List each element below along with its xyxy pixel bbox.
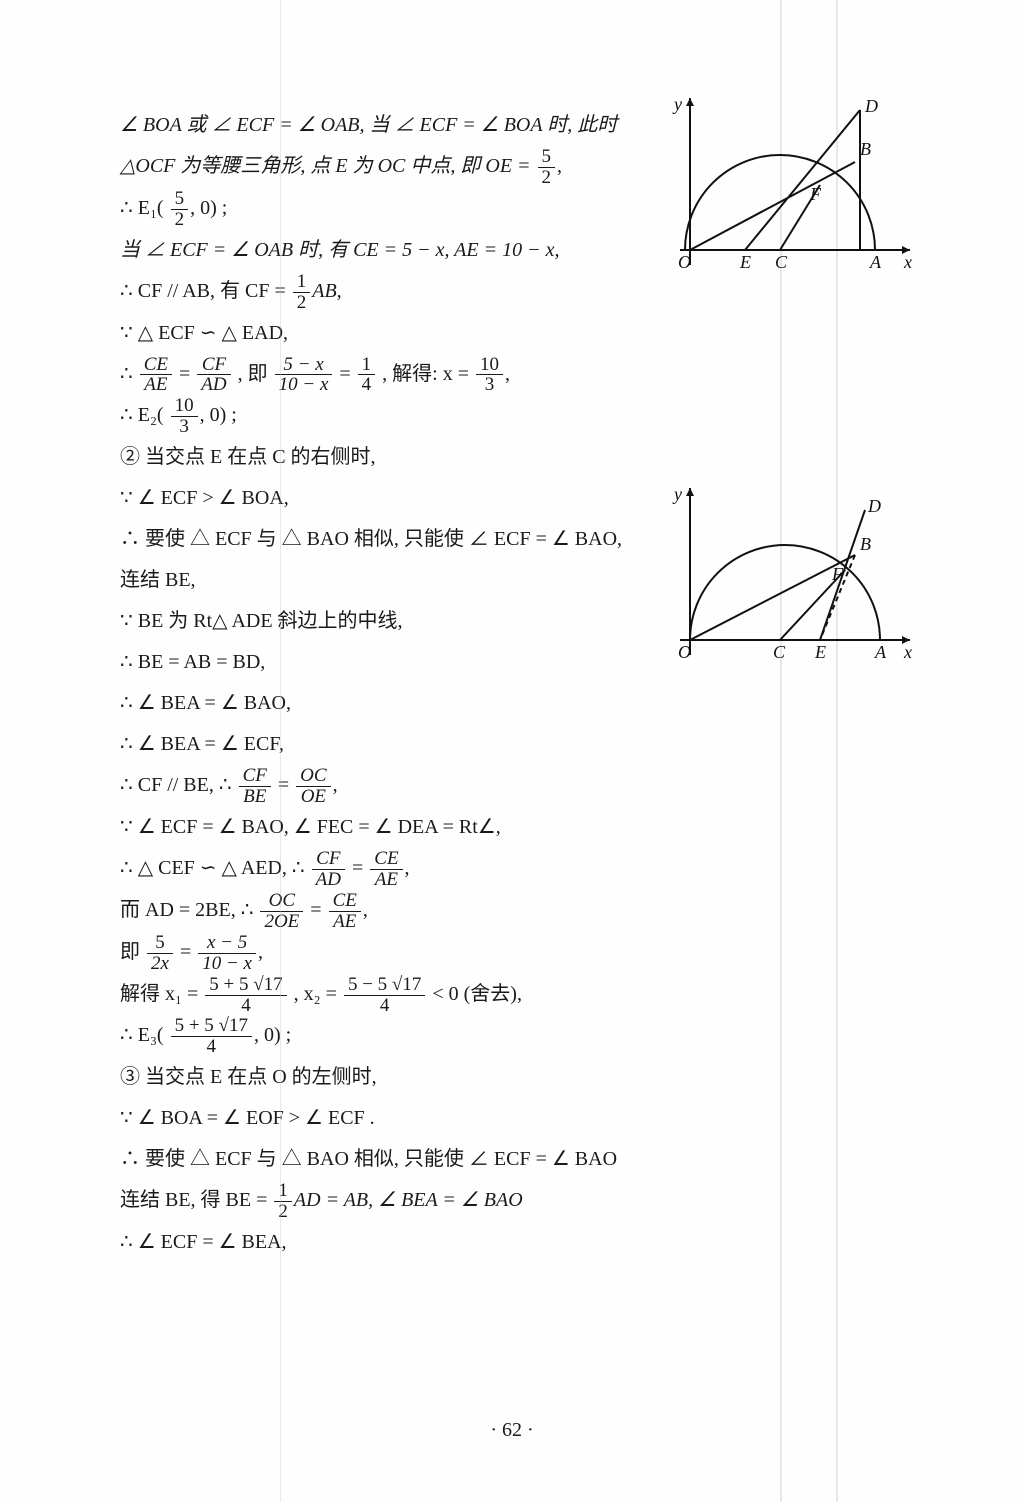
line-26: ∴ 要使 △ ECF 与 △ BAO 相似, 只能使 ∠ ECF = ∠ BAO <box>120 1139 660 1180</box>
fig1-label-y: y <box>672 94 682 114</box>
fig2-label-D: D <box>867 496 881 516</box>
figure-2: O C E A B D F x y <box>660 480 920 680</box>
line-03: ∴ E₁( 52, 0) ; <box>120 188 660 230</box>
line-21: 即 52x = x − 510 − x, <box>120 932 660 974</box>
line-16: ∴ ∠ BEA = ∠ ECF, <box>120 724 660 765</box>
fig2-label-F: F <box>831 564 844 584</box>
fig2-label-O: O <box>678 642 691 662</box>
line-08: ∴ E₂( 103, 0) ; <box>120 395 660 437</box>
fig2-label-C: C <box>773 642 786 662</box>
fig1-label-E: E <box>739 252 751 272</box>
fig2-label-x: x <box>903 642 912 662</box>
line-12: 连结 BE, <box>120 560 660 601</box>
line-19: ∴ △ CEF ∽ △ AED, ∴ CFAD = CEAE, <box>120 848 660 890</box>
line-02: △OCF 为等腰三角形, 点 E 为 OC 中点, 即 OE = 52, <box>120 146 660 188</box>
figure-1: O E C A B D F x y <box>660 90 920 290</box>
line-06: ∵ △ ECF ∽ △ EAD, <box>120 313 660 354</box>
line-14: ∴ BE = AB = BD, <box>120 642 660 683</box>
fig2-label-B: B <box>860 534 871 554</box>
page: ∠ BOA 或 ∠ ECF = ∠ OAB, 当 ∠ ECF = ∠ BOA 时… <box>0 0 1024 1502</box>
line-10: ∵ ∠ ECF > ∠ BOA, <box>120 478 660 519</box>
fig1-label-B: B <box>860 139 871 159</box>
line-04: 当 ∠ ECF = ∠ OAB 时, 有 CE = 5 − x, AE = 10… <box>120 230 660 271</box>
figure-1-svg: O E C A B D F x y <box>660 90 920 290</box>
fig1-label-F: F <box>809 184 822 204</box>
fig1-label-x: x <box>903 252 912 272</box>
line-18: ∵ ∠ ECF = ∠ BAO, ∠ FEC = ∠ DEA = Rt∠, <box>120 807 660 848</box>
page-number: · 62 · <box>0 1419 1024 1442</box>
line-24: ③ 当交点 E 在点 O 的左侧时, <box>120 1057 660 1098</box>
fig1-label-A: A <box>869 252 882 272</box>
fig2-label-y: y <box>672 484 682 504</box>
scan-shadow-left <box>280 0 281 1502</box>
line-07: ∴ CEAE = CFAD , 即 5 − x10 − x = 14 , 解得:… <box>120 354 660 396</box>
line-05: ∴ CF // AB, 有 CF = 12AB, <box>120 271 660 313</box>
line-28: ∴ ∠ ECF = ∠ BEA, <box>120 1222 660 1263</box>
line-11: ∴ 要使 △ ECF 与 △ BAO 相似, 只能使 ∠ ECF = ∠ BAO… <box>120 519 660 560</box>
line-01: ∠ BOA 或 ∠ ECF = ∠ OAB, 当 ∠ ECF = ∠ BOA 时… <box>120 105 660 146</box>
line-13: ∵ BE 为 Rt△ ADE 斜边上的中线, <box>120 601 660 642</box>
solution-text: ∠ BOA 或 ∠ ECF = ∠ OAB, 当 ∠ ECF = ∠ BOA 时… <box>120 105 660 1263</box>
fig1-label-O: O <box>678 252 691 272</box>
fig2-label-A: A <box>874 642 887 662</box>
frac-5-2: 52 <box>538 147 556 188</box>
line-23: ∴ E₃( 5 + 5 √174, 0) ; <box>120 1015 660 1057</box>
line-15: ∴ ∠ BEA = ∠ BAO, <box>120 683 660 724</box>
line-17: ∴ CF // BE, ∴ CFBE = OCOE, <box>120 765 660 807</box>
fig1-label-D: D <box>864 96 878 116</box>
fig2-label-E: E <box>814 642 826 662</box>
line-20: 而 AD = 2BE, ∴ OC2OE = CEAE, <box>120 890 660 932</box>
line-27: 连结 BE, 得 BE = 12AD = AB, ∠ BEA = ∠ BAO <box>120 1180 660 1222</box>
line-09: ② 当交点 E 在点 C 的右侧时, <box>120 437 660 478</box>
line-22: 解得 x₁ = 5 + 5 √174 , x₂ = 5 − 5 √174 < 0… <box>120 974 660 1016</box>
fig1-label-C: C <box>775 252 788 272</box>
figure-2-svg: O C E A B D F x y <box>660 480 920 680</box>
line-25: ∵ ∠ BOA = ∠ EOF > ∠ ECF . <box>120 1098 660 1139</box>
